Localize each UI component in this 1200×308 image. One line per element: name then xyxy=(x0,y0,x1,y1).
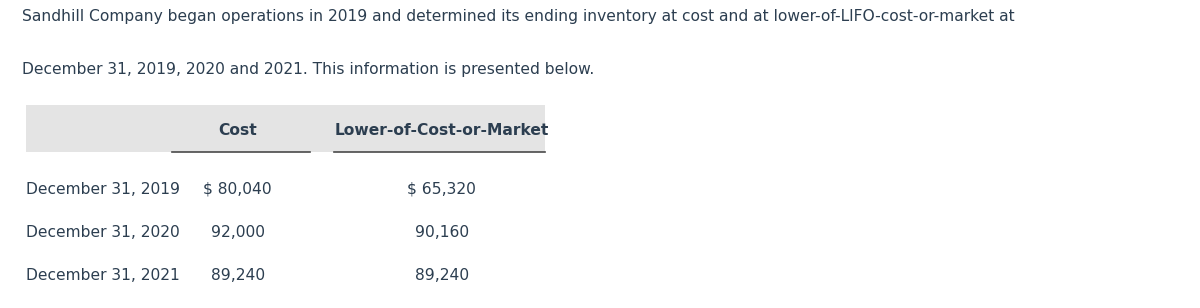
Text: December 31, 2019: December 31, 2019 xyxy=(26,182,180,197)
Text: 89,240: 89,240 xyxy=(414,268,469,283)
Text: $ 80,040: $ 80,040 xyxy=(203,182,272,197)
Text: 89,240: 89,240 xyxy=(210,268,265,283)
Text: December 31, 2019, 2020 and 2021. This information is presented below.: December 31, 2019, 2020 and 2021. This i… xyxy=(22,62,594,77)
Text: December 31, 2021: December 31, 2021 xyxy=(26,268,180,283)
Text: Sandhill Company began operations in 2019 and determined its ending inventory at: Sandhill Company began operations in 201… xyxy=(22,9,1014,24)
Text: 92,000: 92,000 xyxy=(211,225,265,240)
Text: $ 65,320: $ 65,320 xyxy=(407,182,476,197)
Text: Cost: Cost xyxy=(218,124,257,138)
Text: 90,160: 90,160 xyxy=(414,225,469,240)
FancyBboxPatch shape xyxy=(26,105,545,152)
Text: December 31, 2020: December 31, 2020 xyxy=(26,225,180,240)
Text: Lower-of-Cost-or-Market: Lower-of-Cost-or-Market xyxy=(335,124,548,138)
